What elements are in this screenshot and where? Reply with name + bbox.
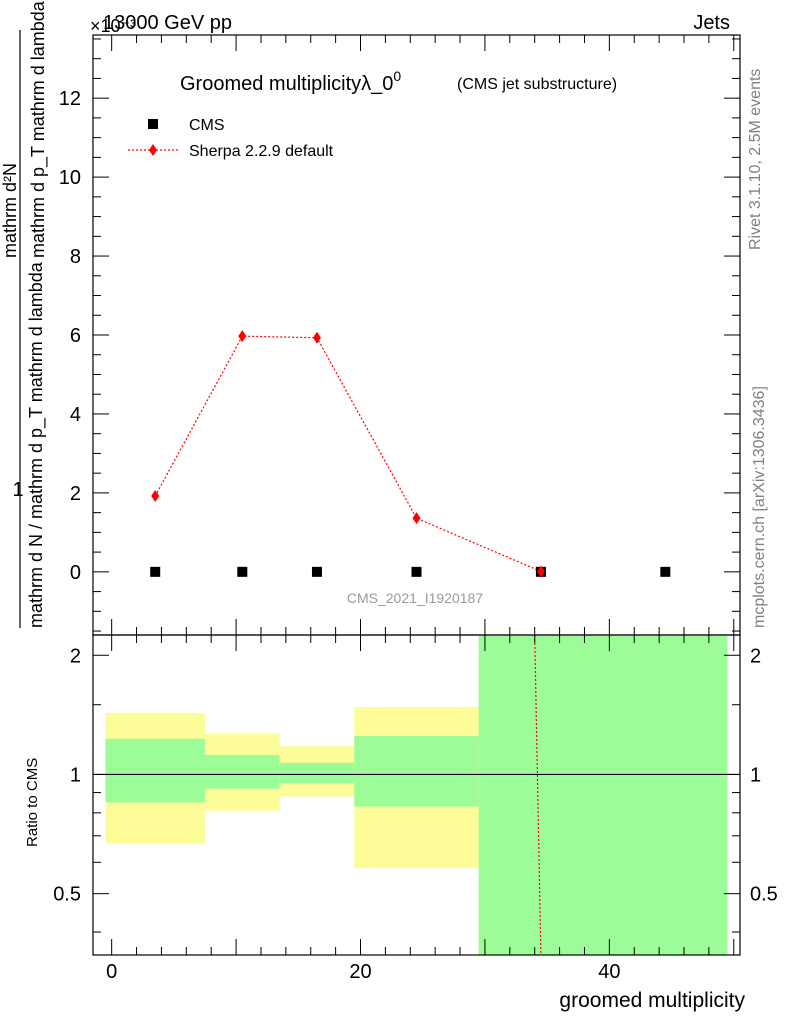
legend-cms-label: CMS — [189, 117, 225, 134]
main-y-tick-label: 8 — [70, 246, 81, 268]
main-y-tick-label: 4 — [70, 404, 81, 426]
x-tick-label: 20 — [349, 961, 371, 983]
rivet-label: Rivet 3.1.10, 2.5M events — [747, 69, 764, 250]
ratio-green-band — [105, 738, 205, 803]
cms-data-point — [660, 566, 671, 577]
x-axis-label: groomed multiplicity — [559, 989, 745, 1012]
y-exponent-label: ×10⁻³ — [90, 16, 136, 36]
ratio-ticks: 0.5 0.51 12 20 20 40 — [53, 635, 778, 983]
legend: CMS Sherpa 2.2.9 default — [128, 117, 334, 160]
ratio-green-band — [204, 754, 280, 789]
y-label-numerator: 1 — [12, 479, 23, 501]
ratio-y-label: Ratio to CMS — [24, 758, 41, 847]
ratio-lines — [93, 634, 740, 956]
energy-label: 13000 GeV pp — [103, 12, 232, 34]
sherpa-data-point — [412, 512, 421, 525]
y-label-denominator: mathrm d N / mathrm d p_T mathrm d lambd… — [26, 261, 47, 628]
ratio-y-tick-label: 1 — [70, 764, 81, 786]
x-tick-label: 40 — [598, 961, 620, 983]
category-label: Jets — [693, 12, 730, 34]
main-y-tick-label: 0 — [70, 562, 81, 584]
chart-subtitle: (CMS jet substructure) — [457, 76, 617, 93]
ratio-y-tick-label: 2 — [70, 645, 81, 667]
legend-cms-marker — [148, 119, 158, 129]
legend-sherpa-marker — [149, 144, 157, 156]
ratio-y-tick-label-right: 1 — [750, 764, 761, 786]
cms-data-point — [311, 566, 322, 577]
ratio-y-tick-label-right: 0.5 — [750, 884, 778, 906]
cms-data-point — [237, 566, 248, 577]
analysis-watermark: CMS_2021_I1920187 — [347, 590, 483, 606]
sherpa-ratio-line — [534, 634, 542, 956]
sherpa-line — [154, 335, 542, 572]
cms-data-point — [411, 566, 422, 577]
sherpa-data-point — [536, 565, 545, 578]
ratio-bands — [105, 635, 728, 955]
main-y-tick-label: 6 — [70, 325, 81, 347]
chart-title-superscript: 0 — [393, 68, 401, 84]
main-y-tick-label: 10 — [59, 167, 81, 189]
legend-sherpa-label: Sherpa 2.2.9 default — [189, 143, 334, 160]
sherpa-data-point — [312, 331, 321, 344]
ratio-green-band — [478, 635, 728, 955]
ratio-y-tick-label-right: 2 — [750, 645, 761, 667]
mcplots-label: mcplots.cern.ch [arXiv:1306.3436] — [751, 386, 768, 628]
ratio-y-tick-label: 0.5 — [53, 884, 81, 906]
sherpa-data-point — [151, 490, 160, 503]
sherpa-data-point — [238, 330, 247, 343]
chart-title-symbol: λ_0 — [361, 73, 393, 95]
y-label-overall-numerator: mathrm d²N — [0, 163, 20, 258]
main-y-tick-label: 12 — [59, 88, 81, 110]
ratio-green-band — [354, 736, 479, 807]
main-ticks: 0 2 4 6 8 10 12 — [59, 35, 740, 635]
ratio-green-band — [279, 762, 355, 784]
main-y-tick-label: 2 — [70, 483, 81, 505]
main-series — [150, 330, 671, 578]
y-label-overall-denominator: mathrm d p_T mathrm d lambda — [28, 0, 49, 258]
cms-data-point — [150, 566, 161, 577]
ratio-plot-frame — [92, 634, 741, 956]
ratio-plot: 0.5 0.51 12 20 20 40 Ratio to CMS groomed mul… — [24, 634, 778, 1012]
x-tick-label: 0 — [106, 961, 117, 983]
chart-title: Groomed multiplicityλ_00 — [180, 68, 401, 95]
chart-title-text: Groomed multiplicity — [180, 73, 361, 95]
